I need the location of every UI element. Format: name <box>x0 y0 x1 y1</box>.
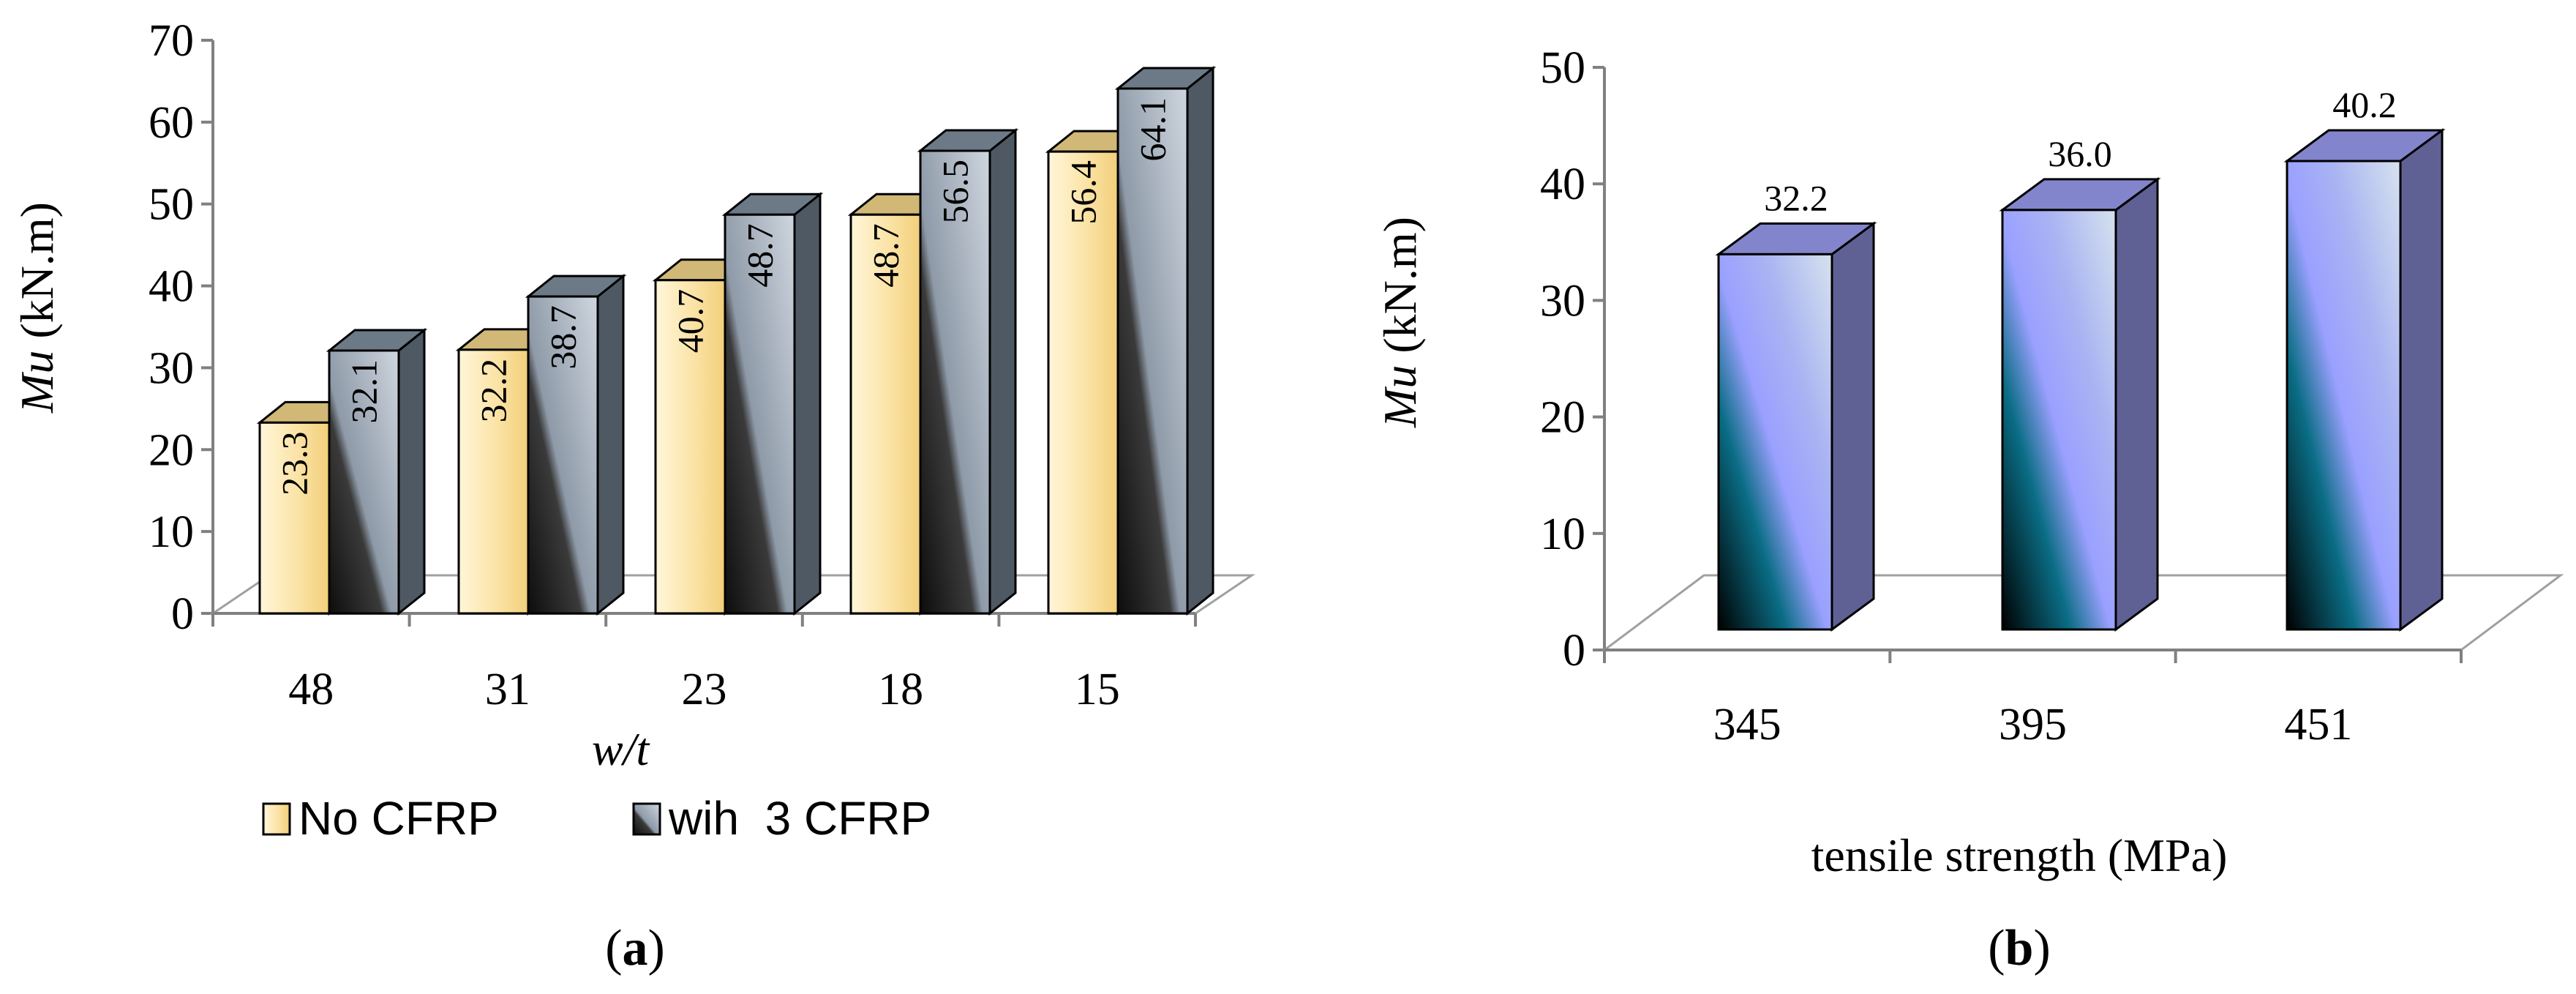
bar-3-cfrp <box>721 192 824 616</box>
x-tick-label: 451 <box>2284 700 2352 750</box>
chart-b: 0 10 20 30 40 50 32.2 36.0 40.2 345 395 451 Mu (k… <box>1374 43 2564 976</box>
data-label: 32.2 <box>1764 177 1828 218</box>
bar-tensile-345 <box>1715 221 1877 632</box>
y-tick-label: 20 <box>1540 393 1585 443</box>
legend-a: No CFRP wih 3 CFRP <box>262 792 931 845</box>
x-tick-label: 345 <box>1713 700 1781 750</box>
legend-swatch-no-cfrp <box>262 802 291 836</box>
y-tick-label: 60 <box>149 98 194 148</box>
x-tick-label: 395 <box>1999 700 2067 750</box>
y-tick-label: 0 <box>1563 626 1585 676</box>
y-axis-label-a: Mu (kN.m) <box>11 202 63 414</box>
bar-tensile-451 <box>2283 128 2446 632</box>
x-tick-label: 18 <box>878 665 923 714</box>
data-label: 36.0 <box>2048 133 2112 174</box>
data-label: 56.4 <box>1063 160 1104 225</box>
y-tick-label: 40 <box>149 262 194 312</box>
legend-label-3-cfrp: wih 3 CFRP <box>668 792 931 845</box>
y-ticks-b: 0 10 20 30 40 50 <box>1540 43 1604 676</box>
bar-3-cfrp <box>525 273 627 616</box>
data-label: 23.3 <box>274 431 315 496</box>
x-tick-label: 48 <box>288 665 334 714</box>
y-tick-label: 50 <box>149 180 194 230</box>
bars-b: 32.2 36.0 40.2 <box>1715 84 2446 632</box>
bar-3-cfrp <box>326 327 428 616</box>
x-tick-labels-b: 345 395 451 <box>1713 700 2353 750</box>
data-label: 40.7 <box>670 289 711 354</box>
x-axis-label-b: tensile strength (MPa) <box>1811 829 2228 881</box>
chart-a: 0 10 20 30 40 50 60 70 23.3 32.1 32.2 38.7 40.7 48.7… <box>11 16 1255 976</box>
y-tick-label: 30 <box>149 343 194 393</box>
bar-tensile-395 <box>1999 176 2161 632</box>
x-ticks-b <box>1603 650 2463 663</box>
y-tick-label: 50 <box>1540 43 1585 93</box>
x-tick-label: 23 <box>682 665 727 714</box>
data-label: 40.2 <box>2332 84 2397 125</box>
x-tick-label: 15 <box>1075 665 1120 714</box>
legend-swatch-3-cfrp <box>632 802 661 836</box>
y-tick-label: 40 <box>1540 160 1585 209</box>
data-label: 48.7 <box>865 223 906 288</box>
panel-label-b: (b) <box>1988 920 2051 976</box>
x-tick-label: 31 <box>485 665 530 714</box>
data-label: 32.2 <box>473 359 514 423</box>
bar-3-cfrp <box>1114 65 1217 616</box>
data-label: 56.5 <box>935 160 976 224</box>
data-label: 48.7 <box>740 223 781 288</box>
y-tick-label: 10 <box>149 507 194 557</box>
panel-label-a: (a) <box>605 920 665 976</box>
bars-a: 23.3 32.1 32.2 38.7 40.7 48.7 48.7 56.5 56.4 64.1 <box>256 65 1217 616</box>
y-tick-label: 20 <box>149 425 194 475</box>
data-label: 64.1 <box>1133 97 1174 162</box>
x-axis-label-a: w/t <box>592 723 650 775</box>
data-label: 32.1 <box>344 359 385 424</box>
x-ticks-a <box>211 613 1197 627</box>
y-axis-label-b: Mu (kN.m) <box>1374 217 1426 428</box>
x-tick-labels-a: 48 31 23 18 15 <box>288 665 1119 714</box>
y-tick-label: 30 <box>1540 276 1585 326</box>
bar-no-cfrp <box>847 192 950 616</box>
bar-3-cfrp <box>917 127 1019 616</box>
y-tick-label: 10 <box>1540 509 1585 559</box>
y-tick-label: 70 <box>149 16 194 66</box>
y-tick-label: 0 <box>171 589 194 639</box>
y-ticks-a: 0 10 20 30 40 50 60 70 <box>149 16 213 639</box>
data-label: 38.7 <box>543 305 584 370</box>
legend-label-no-cfrp: No CFRP <box>298 792 499 845</box>
